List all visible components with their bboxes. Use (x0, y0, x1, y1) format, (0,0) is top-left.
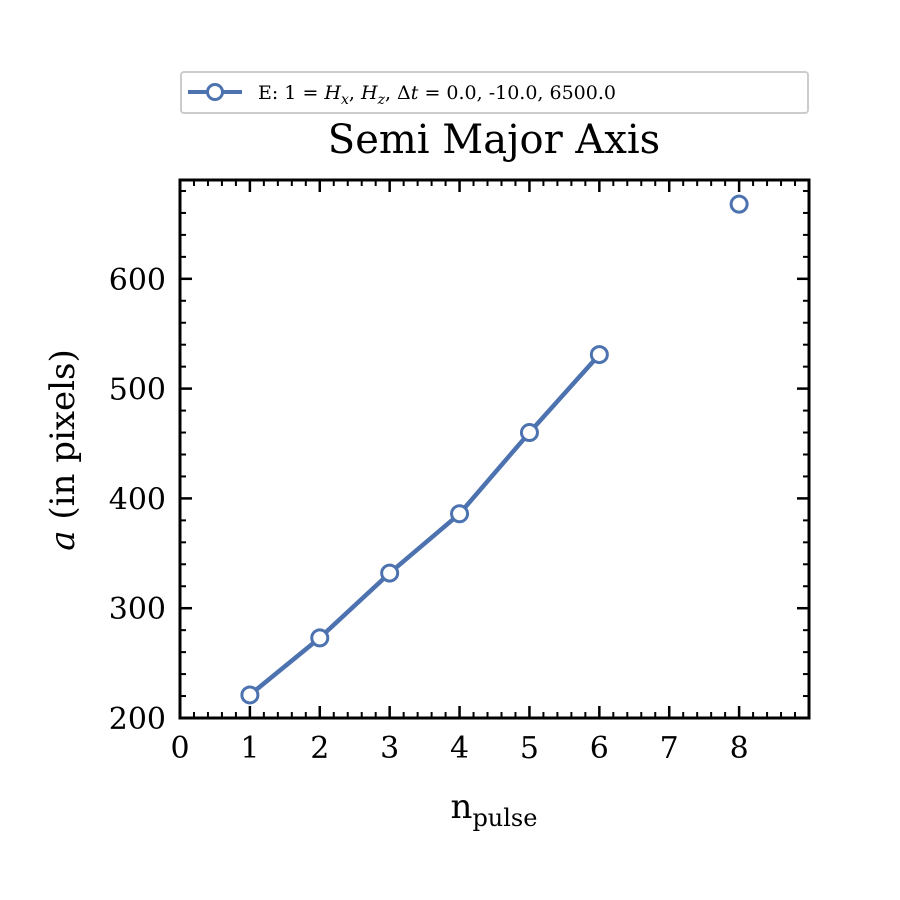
axis-ticks (178, 180, 809, 720)
x-tick-label: 3 (380, 731, 399, 766)
y-tick-label: 200 (109, 702, 166, 737)
data-point (729, 194, 749, 214)
x-axis-label-main: n (451, 787, 473, 827)
y-tick-label: 300 (109, 592, 166, 627)
y-tick-label: 400 (109, 482, 166, 517)
x-axis-label: npulse (451, 787, 538, 832)
x-tick-label: 5 (520, 731, 539, 766)
data-point (240, 685, 260, 705)
plot-frame (178, 178, 811, 720)
series-line (248, 353, 602, 697)
data-point (450, 504, 470, 524)
series-group (240, 194, 749, 705)
chart-title: Semi Major Axis (328, 117, 660, 163)
x-tick-label: 4 (450, 731, 469, 766)
legend-marker-sample (206, 83, 224, 101)
legend-label-part: , (349, 82, 361, 104)
legend-label-part: H (323, 82, 341, 104)
y-tick-label: 600 (109, 263, 166, 298)
legend-box (180, 71, 809, 114)
y-axis-label-var: a (43, 530, 83, 550)
legend-label-part: = 0.0, -10.0, 6500.0 (418, 82, 616, 104)
y-axis-label-text: (in pixels) (43, 349, 83, 519)
data-point (519, 423, 539, 443)
y-tick-labels: 200 300 400 500 600 (109, 263, 166, 737)
data-point (589, 345, 609, 365)
x-tick-label: 2 (310, 731, 329, 766)
svg-text:a (in pixels): a (in pixels) (43, 349, 83, 550)
legend-label-part: x (341, 92, 349, 108)
legend-label-part: t (411, 82, 419, 104)
data-point (380, 563, 400, 583)
y-tick-label: 500 (109, 373, 166, 408)
legend-label-part: z (377, 92, 386, 108)
x-tick-label: 8 (730, 731, 749, 766)
y-axis-label: a (in pixels) (43, 349, 83, 550)
x-tick-label: 1 (240, 731, 259, 766)
x-tick-label: 6 (590, 731, 609, 766)
x-tick-labels: 0 1 2 3 4 5 6 7 8 (170, 731, 748, 766)
data-point (310, 628, 330, 648)
legend-label-part: E: 1 = (258, 82, 324, 104)
legend-label-part: , Δ (385, 82, 411, 104)
legend-label-part: H (360, 82, 378, 104)
x-tick-label: 0 (170, 731, 189, 766)
legend-label: E: 1 = Hx, Hz, Δt = 0.0, -10.0, 6500.0 (258, 82, 616, 108)
x-tick-label: 7 (660, 731, 679, 766)
legend: E: 1 = Hx, Hz, Δt = 0.0, -10.0, 6500.0 (180, 71, 809, 114)
x-axis-label-sub: pulse (472, 804, 537, 832)
